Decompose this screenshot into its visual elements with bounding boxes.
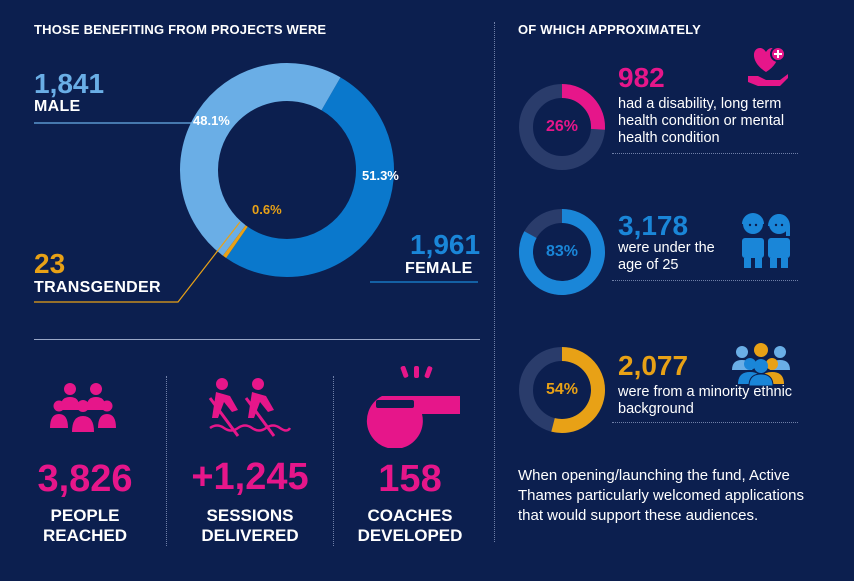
ring-group bbox=[519, 84, 605, 433]
stat2-desc: were under the age of 25 bbox=[618, 240, 715, 273]
whistle-icon bbox=[366, 366, 460, 448]
donut-slice-male bbox=[180, 63, 341, 256]
stat2-value: 3,178 bbox=[618, 210, 689, 241]
ring-fill-2 bbox=[519, 209, 605, 295]
stat3-pct: 54% bbox=[545, 381, 579, 398]
people-label-2: REACHED bbox=[42, 526, 128, 545]
stat1-underline bbox=[612, 153, 798, 154]
stat2-pct: 83% bbox=[545, 243, 579, 260]
group-icon bbox=[732, 343, 790, 386]
heart-hand-icon bbox=[748, 46, 788, 86]
stat-divider-1 bbox=[166, 376, 167, 546]
stat3-underline bbox=[612, 422, 798, 423]
donut-slice-female bbox=[226, 77, 394, 277]
stat1-pct: 26% bbox=[545, 118, 579, 135]
people-label-1: PEOPLE bbox=[50, 506, 120, 525]
stat3-value: 2,077 bbox=[618, 350, 689, 381]
fund-paragraph: When opening/launching the fund, Active … bbox=[518, 467, 804, 524]
transgender-pct-label: 0.6% bbox=[252, 202, 282, 217]
transgender-leader-line bbox=[34, 221, 241, 303]
female-label: FEMALE bbox=[405, 260, 473, 277]
coaches-value: 158 bbox=[378, 458, 442, 500]
male-label: MALE bbox=[34, 98, 81, 115]
stat3-desc: were from a minority ethnic background bbox=[618, 384, 793, 417]
rowers-icon bbox=[208, 378, 292, 437]
female-value: 1,961 bbox=[410, 229, 481, 260]
transgender-value: 23 bbox=[34, 248, 66, 279]
ring-fill-1 bbox=[561, 84, 605, 130]
column-divider bbox=[494, 22, 495, 542]
people-value: 3,826 bbox=[37, 458, 133, 500]
stat1-value: 982 bbox=[618, 62, 665, 93]
coaches-label-1: COACHES bbox=[367, 506, 453, 525]
sessions-label-2: DELIVERED bbox=[201, 526, 299, 545]
stat-divider-2 bbox=[333, 376, 334, 546]
transgender-label: TRANSGENDER bbox=[34, 279, 161, 296]
right-heading: OF WHICH APPROXIMATELY bbox=[518, 22, 702, 37]
young-people-icon bbox=[742, 213, 790, 268]
section-divider bbox=[34, 339, 480, 340]
male-pct-label: 48.1% bbox=[193, 113, 230, 128]
stat1-desc: had a disability, long term health condi… bbox=[618, 96, 785, 146]
sessions-value: +1,245 bbox=[191, 456, 309, 498]
sessions-label-1: SESSIONS bbox=[206, 506, 294, 525]
people-icon bbox=[50, 383, 116, 432]
coaches-label-2: DEVELOPED bbox=[357, 526, 463, 545]
left-heading: THOSE BENEFITING FROM PROJECTS WERE bbox=[34, 22, 327, 37]
donut-slices bbox=[180, 63, 394, 277]
ring-fill-3 bbox=[551, 347, 605, 433]
donut-slice-transgender bbox=[222, 225, 248, 258]
stat2-underline bbox=[612, 280, 798, 281]
male-value: 1,841 bbox=[34, 68, 105, 99]
female-pct-label: 51.3% bbox=[362, 168, 399, 183]
